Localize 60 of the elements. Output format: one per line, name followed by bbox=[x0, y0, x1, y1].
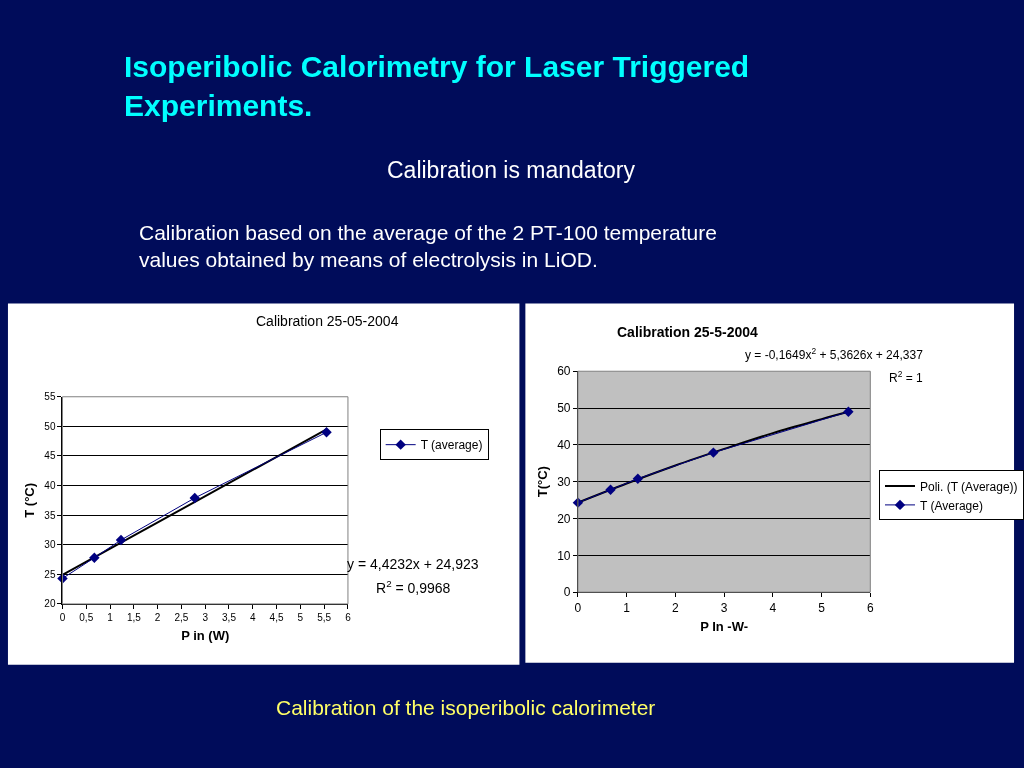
legend-label: T (average) bbox=[420, 438, 483, 453]
x-tick-label: 1 bbox=[107, 611, 114, 623]
point bbox=[632, 473, 644, 484]
y-tick-label: 20 bbox=[44, 598, 56, 610]
text: Isoperibolic Calorimetry for Laser Triggered Experiments. bbox=[124, 50, 750, 122]
y-tick-label: 55 bbox=[44, 391, 56, 403]
y-tick-label: 30 bbox=[44, 539, 56, 551]
text: y = -0,1649x$^{2}$ + 5,3626x + 24,337 bbox=[745, 346, 924, 363]
text: R$^{2}$ = 0,9968 bbox=[376, 578, 451, 596]
x-tick-label: 1,5 bbox=[126, 611, 142, 623]
legend-label: Poli. (T (Average)) bbox=[920, 479, 1018, 494]
y-tick-label: 25 bbox=[44, 568, 56, 580]
y-tick-label: 50 bbox=[557, 401, 571, 416]
x-tick-label: 5 bbox=[818, 600, 826, 615]
y-tick-label: 40 bbox=[557, 438, 571, 453]
y-tick-label: 30 bbox=[557, 474, 571, 489]
x-tick-label: 2 bbox=[154, 611, 161, 623]
point bbox=[89, 552, 100, 563]
x-tick-label: 5 bbox=[297, 611, 304, 623]
y-tick-label: 10 bbox=[557, 548, 571, 563]
x-tick-label: 3 bbox=[720, 600, 728, 615]
text: R$^{2}$ = 1 bbox=[889, 369, 924, 386]
x-tick-label: 6 bbox=[345, 611, 352, 623]
y-tick-label: 40 bbox=[44, 480, 56, 492]
y-tick-label: 50 bbox=[44, 420, 56, 432]
x-tick-label: 0,5 bbox=[79, 611, 94, 623]
text: Calibration of the isoperibolic calorimeter bbox=[276, 696, 656, 719]
annotation: y = 4,4232x + 24,923 bbox=[347, 556, 479, 572]
y-tick-label: 45 bbox=[44, 450, 56, 462]
x-tick-label: 4,5 bbox=[269, 611, 284, 623]
x-tick-label: 2 bbox=[672, 600, 680, 615]
x-axis-title: P In -W- bbox=[700, 619, 749, 635]
point bbox=[843, 406, 854, 417]
y-tick-label: 20 bbox=[557, 511, 571, 526]
text: Calibration based on the average of the 2 PT-100 temperature values obtained by means of electrolysis in LiOD. bbox=[139, 221, 717, 272]
point bbox=[115, 534, 127, 546]
x-tick-label: 0 bbox=[59, 611, 66, 623]
text: Calibration is mandatory bbox=[387, 157, 636, 183]
x-axis-title: P in (W) bbox=[181, 627, 230, 643]
point bbox=[321, 427, 332, 438]
y-tick-label: 60 bbox=[557, 364, 571, 379]
x-tick-label: 0 bbox=[574, 600, 582, 615]
x-tick-label: 1 bbox=[623, 600, 631, 615]
y-tick-label: 35 bbox=[44, 509, 56, 521]
x-tick-label: 3,5 bbox=[222, 611, 237, 623]
x-tick-label: 4 bbox=[769, 600, 777, 615]
x-tick-label: 2,5 bbox=[174, 611, 189, 623]
x-tick-label: 3 bbox=[202, 611, 209, 623]
point bbox=[708, 447, 719, 458]
y-axis-title: T (°C) bbox=[22, 482, 38, 518]
y-axis-title: T(°C) bbox=[535, 466, 551, 498]
x-tick-label: 4 bbox=[250, 611, 256, 623]
chart-title: Calibration 25-05-2004 bbox=[256, 313, 399, 329]
x-tick-label: 6 bbox=[866, 600, 874, 615]
y-tick-label: 0 bbox=[563, 585, 571, 600]
point bbox=[189, 492, 200, 504]
x-tick-label: 5,5 bbox=[317, 611, 332, 623]
point bbox=[605, 484, 616, 495]
chart-title: Calibration 25-5-2004 bbox=[617, 324, 759, 340]
legend-label: T (Average) bbox=[920, 498, 983, 513]
